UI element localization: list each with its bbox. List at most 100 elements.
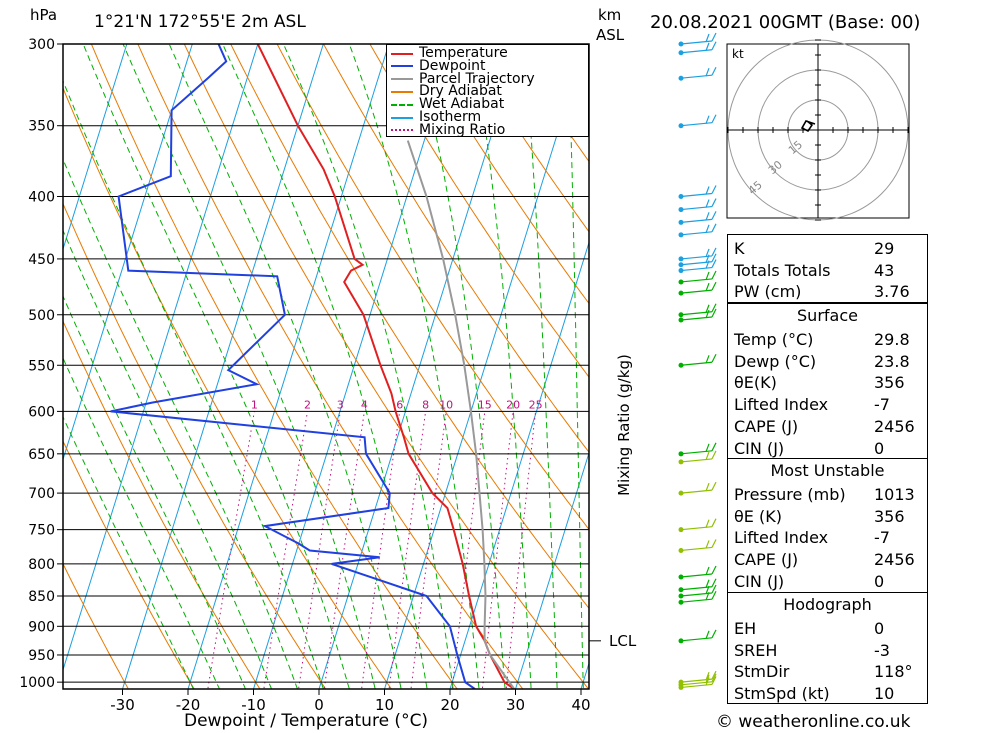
indices-label: PW (cm): [734, 282, 802, 302]
indices-label: CIN (J): [734, 571, 785, 591]
wind-barb-station: [678, 312, 684, 318]
lcl-label: LCL: [609, 632, 637, 650]
dry-adiabat-line: [322, 44, 589, 454]
dewpoint-line: [110, 44, 476, 689]
indices-label: θE(K): [734, 373, 777, 393]
wind-barb-feather: [711, 590, 717, 600]
mixing-ratio-axis-title: Mixing Ratio (g/kg): [615, 354, 633, 496]
indices-row: θE (K) 356: [728, 505, 927, 527]
indices-row: Dewp (°C) 23.8: [728, 350, 927, 372]
legend-item: Temperature: [391, 46, 508, 60]
temperature-tick-label: -20: [176, 696, 201, 714]
indices-row: CIN (J) 0: [728, 570, 927, 592]
pressure-tick-label: 1000: [19, 675, 55, 691]
x-axis-title: Dewpoint / Temperature (°C): [184, 711, 429, 731]
wind-barb-feather: [711, 673, 717, 683]
indices-basic-box: K 29 Totals Totals 43 PW (cm) 3.76: [727, 234, 928, 303]
wind-barb-feather: [705, 260, 710, 269]
isotherm-line: [449, 240, 589, 689]
indices-section-title: Most Unstable: [770, 461, 885, 480]
wind-barb-feather: [711, 670, 717, 680]
wind-barb-station: [678, 290, 684, 296]
wind-barb-station: [678, 362, 684, 368]
mixing-ratio-line: [505, 411, 537, 689]
mixing-ratio-line: [451, 411, 486, 689]
indices-label: SREH: [734, 640, 778, 660]
wind-barb-shaft: [680, 683, 713, 689]
pressure-tick-label: 800: [28, 557, 55, 573]
indices-value: 1013: [874, 485, 915, 504]
pressure-tick-label: 450: [28, 252, 55, 268]
wind-barb-feather: [705, 451, 710, 461]
wind-barb-feather: [711, 584, 717, 594]
wind-barb-shaft: [680, 255, 713, 260]
wind-barb-feather: [705, 592, 710, 601]
pressure-tick-label: 700: [28, 486, 55, 502]
wind-barb-station: [678, 574, 684, 580]
pressure-tick-label: 350: [28, 119, 55, 135]
wind-barb-station: [678, 232, 684, 238]
wind-barb-station: [678, 193, 684, 199]
legend-swatch: [391, 78, 413, 81]
wind-barb-feather: [711, 32, 717, 42]
temperature-tick-label: 10: [375, 696, 394, 714]
pressure-tick-label: 650: [28, 447, 55, 463]
parcel-trajectory-line: [406, 140, 516, 689]
wind-barb-feather: [705, 519, 710, 528]
wind-barb-shaft: [680, 289, 713, 294]
mixing-ratio-label: 3: [337, 398, 344, 411]
wet-adiabat-line: [282, 44, 454, 689]
wind-barb-feather: [705, 677, 710, 686]
indices-label: StmDir: [734, 662, 790, 682]
wet-adiabat-line: [348, 44, 480, 689]
temperature-tick-label: -30: [110, 696, 135, 714]
hodograph-unit-label: kt: [732, 47, 744, 61]
wind-barb-shaft: [680, 49, 713, 54]
wind-barb-feather: [705, 585, 710, 595]
wind-barb-feather: [705, 248, 710, 258]
wind-barb-shaft: [680, 261, 713, 266]
isotherm-line: [63, 44, 259, 672]
legend-label: Wet Adiabat: [419, 96, 505, 113]
indices-section-title: Hodograph: [783, 595, 872, 614]
wind-barb-feather: [705, 482, 710, 492]
chart-frame: [62, 43, 590, 690]
mixing-ratio-line: [481, 411, 514, 689]
wind-barb-station: [678, 459, 684, 465]
wind-barb-feather: [705, 67, 710, 77]
indices-section-title: Surface: [797, 306, 858, 325]
isotherm-lines: [63, 44, 589, 689]
wind-barb-feather: [711, 539, 717, 548]
wind-barb-feather: [711, 66, 717, 76]
mixing-ratio-label: 1: [251, 398, 258, 411]
indices-value: 356: [874, 373, 905, 393]
wind-barb-feather: [711, 303, 717, 313]
axis-labels: 3003504004505005506006507007508008509009…: [19, 37, 636, 714]
indices-value: 118°: [874, 662, 913, 682]
wind-barb-feather: [711, 442, 717, 452]
indices-row: Lifted Index -7: [728, 393, 927, 415]
indices-label: CIN (J): [734, 438, 785, 458]
wind-barb-feather: [711, 114, 717, 123]
wind-barb-feather: [711, 676, 717, 685]
legend-item: Isotherm: [391, 109, 482, 125]
pressure-tick-label: 850: [28, 589, 55, 605]
wind-barb-shaft: [680, 231, 713, 236]
height-unit-asl: ASL: [596, 26, 625, 44]
wind-barb-shaft: [680, 311, 713, 316]
mixing-ratio-label: 20: [506, 398, 520, 411]
mixing-ratio-label: 2: [304, 398, 311, 411]
wind-barb-station: [678, 41, 684, 47]
wind-barb-shaft: [680, 450, 713, 455]
chart-legend: Temperature Dewpoint Parcel Trajectory Dry …: [386, 44, 589, 137]
legend-swatch: [391, 52, 413, 55]
legend-label: Isotherm: [419, 109, 482, 125]
legend-swatch: [391, 103, 413, 106]
wind-barb-station: [678, 490, 684, 496]
mixing-ratio-label: 6: [396, 398, 403, 411]
pressure-tick-label: 300: [28, 37, 55, 53]
hodograph-trace: [800, 120, 816, 133]
mixing-ratio-lines: [207, 411, 537, 689]
